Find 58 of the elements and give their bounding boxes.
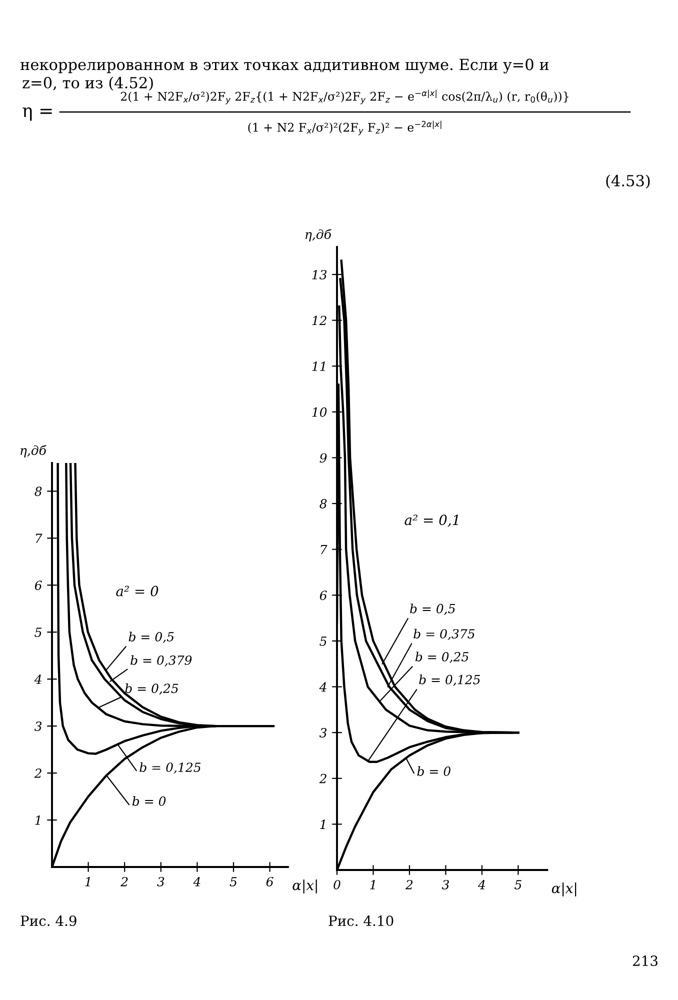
- y-axis-title: η,дб: [306, 229, 332, 242]
- x-axis-title: α|x|: [552, 882, 576, 896]
- y-tick-label: 3: [34, 722, 42, 731]
- annotation: b = 0: [417, 766, 450, 776]
- y-tick-label: 8: [34, 486, 42, 496]
- y-tick-label: 4: [319, 682, 326, 692]
- y-tick-label: 10: [312, 407, 327, 417]
- x-tick-label: 4: [193, 876, 200, 886]
- x-tick-label: 1: [370, 880, 375, 890]
- x-tick-label: 3: [157, 876, 164, 886]
- x-tick-label: 3: [442, 880, 449, 890]
- text: (1 + N2 F$_{x}$/σ²)²(2F$_{y}$ F$_{z}$)² − e$^{−2α|x|}$: [248, 120, 442, 136]
- text: 2(1 + N2F$_{x}$/σ²)2F$_{y}$ 2F$_{z}${(1 + N2F$_{x}$/σ²)2F$_{y}$ 2F$_{z}$ − e$^{−α|x|}$ cos(2π/λ$_{u}$) (r, r$_{0}$(θ$_{u}$))}: [120, 90, 568, 104]
- y-tick-label: 2: [319, 774, 326, 784]
- text: Рис. 4.10: [328, 916, 394, 926]
- y-tick-label: 3: [319, 728, 327, 738]
- text: некоррелированном в этих точках аддитивном шуме. Если y=0 и: [20, 58, 549, 74]
- annotation: a² = 0,1: [404, 514, 458, 527]
- y-tick-label: 6: [320, 590, 327, 600]
- text: z=0, то из (4.52): [22, 76, 153, 91]
- x-axis-title: α|x|: [292, 880, 317, 894]
- annotation: b = 0: [132, 796, 166, 806]
- annotation: b = 0,375: [414, 628, 475, 640]
- annotation: b = 0,125: [419, 674, 480, 686]
- y-tick-label: 2: [34, 768, 42, 778]
- x-tick-label: 2: [120, 876, 128, 886]
- y-tick-label: 9: [320, 453, 327, 463]
- x-tick-label: 2: [405, 880, 413, 890]
- annotation: b = 0,379: [130, 655, 192, 666]
- x-tick-label: 5: [230, 877, 237, 886]
- annotation: b = 0,5: [410, 604, 456, 615]
- x-tick-label: 0: [334, 880, 340, 890]
- y-tick-label: 11: [312, 362, 325, 371]
- x-tick-label: 4: [478, 880, 486, 890]
- y-tick-label: 12: [312, 316, 326, 326]
- y-tick-label: 13: [312, 270, 327, 280]
- x-tick-label: 1: [85, 876, 90, 886]
- annotation: b = 0,25: [415, 652, 468, 663]
- y-axis-title: η,дб: [20, 445, 46, 458]
- annotation: b = 0,25: [125, 683, 178, 695]
- y-tick-label: 7: [36, 534, 42, 543]
- x-tick-label: 5: [514, 880, 522, 890]
- text: Рис. 4.9: [20, 916, 76, 926]
- y-tick-label: 4: [34, 674, 42, 684]
- y-tick-label: 5: [34, 628, 42, 638]
- y-tick-label: 8: [320, 499, 327, 508]
- x-tick-label: 6: [266, 876, 274, 886]
- y-tick-label: 6: [34, 580, 42, 590]
- text: η =: [22, 107, 52, 121]
- y-tick-label: 1: [35, 815, 40, 825]
- y-tick-label: 7: [320, 544, 328, 554]
- y-tick-label: 1: [320, 820, 325, 829]
- y-tick-label: 5: [320, 636, 327, 646]
- annotation: b = 0,5: [128, 632, 174, 643]
- annotation: b = 0,125: [140, 762, 201, 774]
- text: (4.53): [606, 174, 650, 189]
- annotation: a² = 0: [116, 586, 158, 596]
- text: 213: [632, 956, 658, 966]
